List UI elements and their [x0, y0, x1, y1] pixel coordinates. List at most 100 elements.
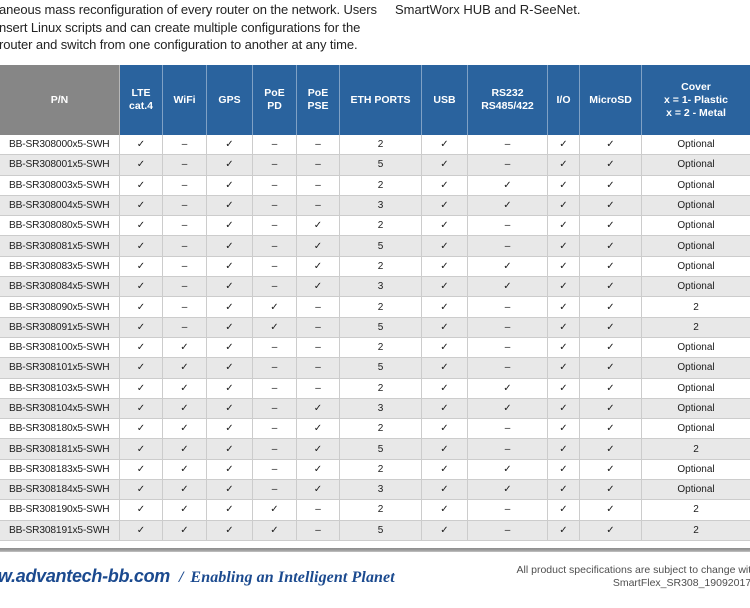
- spec-cell: ✓: [580, 297, 642, 317]
- spec-cell: –: [163, 236, 207, 256]
- spec-cell: –: [468, 216, 548, 236]
- table-row: BB-SR308004x5-SWH ✓ – ✓ – –3 ✓ ✓ ✓ ✓ Optional: [0, 195, 750, 217]
- spec-cell: ✓: [580, 277, 642, 297]
- spec-cell: –: [253, 398, 297, 419]
- spec-cell: ✓: [548, 195, 580, 216]
- spec-cell: ✓: [163, 398, 207, 419]
- part-number-cell: BB-SR308191x5-SWH: [0, 520, 120, 540]
- spec-cell: Optional: [677, 281, 715, 293]
- spec-cell: ✓: [580, 520, 642, 540]
- spec-cell: ✓: [422, 216, 468, 236]
- table-row: BB-SR308101x5-SWH ✓ ✓ ✓ – –5 ✓ – ✓ ✓ Optional: [0, 358, 750, 379]
- spec-cell: ✓: [422, 439, 468, 459]
- spec-cell: Optional: [677, 159, 715, 171]
- spec-cell: –: [253, 480, 297, 500]
- part-number-cell: BB-SR308091x5-SWH: [0, 317, 120, 337]
- spec-cell: ✓: [163, 480, 207, 500]
- spec-cell: ✓: [422, 459, 468, 480]
- spec-cell: ✓: [297, 277, 340, 297]
- table-row: BB-SR308083x5-SWH ✓ – ✓ – ✓ 2 ✓ ✓ ✓ ✓ Optional: [0, 256, 750, 278]
- spec-cell: ✓: [120, 256, 163, 277]
- spec-cell: 2: [693, 443, 699, 455]
- spec-cell: Optional: [677, 179, 715, 191]
- part-number-cell: BB-SR308183x5-SWH: [0, 459, 120, 480]
- spec-cell: ✓: [120, 500, 163, 520]
- spec-cell: ✓: [120, 236, 163, 256]
- spec-cell: ✓: [422, 155, 468, 175]
- spec-cell: Optional: [677, 200, 715, 212]
- spec-cell: ✓: [163, 500, 207, 520]
- spec-cell: ✓: [120, 155, 163, 175]
- spec-cell: ✓: [422, 175, 468, 195]
- table-row: BB-SR308184x5-SWH ✓ ✓ ✓ – ✓ 3 ✓ ✓ ✓ ✓ Optional: [0, 480, 750, 501]
- spec-cell: ✓: [297, 398, 340, 419]
- footer-note: All product specifications are subject t…: [517, 564, 750, 589]
- table-row: BB-SR308000x5-SWH ✓ – ✓ – –2 ✓ – ✓ ✓ Optional: [0, 135, 750, 156]
- spec-cell: ✓: [120, 337, 163, 358]
- part-number-cell: BB-SR308083x5-SWH: [0, 256, 120, 277]
- column-header-1: LTE cat.4: [120, 65, 163, 135]
- spec-cell: 2: [693, 504, 699, 516]
- spec-cell: ✓: [548, 520, 580, 540]
- spec-cell: ✓: [548, 358, 580, 378]
- spec-cell: –: [253, 155, 297, 175]
- spec-cell: ✓: [580, 378, 642, 398]
- column-header-3: GPS: [207, 65, 253, 135]
- website-link[interactable]: w.advantech-bb.com: [0, 566, 170, 586]
- spec-cell: ✓: [422, 378, 468, 398]
- part-number-cell: BB-SR308004x5-SWH: [0, 195, 120, 216]
- part-number-cell: BB-SR308180x5-SWH: [0, 419, 120, 439]
- spec-cell: ✓: [297, 236, 340, 256]
- spec-cell: –: [297, 520, 340, 540]
- spec-cell: ✓: [207, 459, 253, 480]
- column-header-0: P/N: [0, 65, 120, 135]
- footer-divider-bar: [0, 548, 750, 552]
- spec-cell: 5: [340, 358, 422, 378]
- spec-cell: ✓: [163, 520, 207, 540]
- spec-cell: Optional: [677, 463, 715, 475]
- spec-cell: 2: [340, 297, 422, 317]
- spec-cell: –: [253, 419, 297, 439]
- spec-cell: ✓: [120, 135, 163, 155]
- spec-cell: Optional: [677, 220, 715, 232]
- part-number-cell: BB-SR308184x5-SWH: [0, 480, 120, 500]
- spec-cell: 2: [693, 301, 699, 313]
- spec-cell: –: [468, 500, 548, 520]
- spec-cell: –: [468, 317, 548, 337]
- spec-cell: 2: [693, 321, 699, 333]
- spec-cell: ✓: [120, 175, 163, 195]
- spec-cell: ✓: [163, 459, 207, 480]
- spec-cell: –: [253, 236, 297, 256]
- spec-cell: –: [163, 256, 207, 277]
- spec-cell: –: [297, 195, 340, 216]
- spec-cell: ✓: [253, 520, 297, 540]
- spec-cell: –: [163, 135, 207, 155]
- spec-cell: ✓: [207, 419, 253, 439]
- spec-cell: –: [253, 135, 297, 155]
- spec-cell: ✓: [580, 398, 642, 419]
- intro-line: aneous mass reconfiguration of every rou…: [0, 2, 377, 17]
- spec-cell: 2: [340, 419, 422, 439]
- spec-cell: ✓: [207, 378, 253, 398]
- spec-cell: ✓: [468, 480, 548, 500]
- spec-cell: 3: [340, 277, 422, 297]
- spec-cell: 3: [340, 398, 422, 419]
- footer-note-line-2: SmartFlex_SR308_19092017d: [612, 576, 750, 589]
- spec-cell: ✓: [580, 358, 642, 378]
- spec-cell: –: [163, 277, 207, 297]
- spec-cell: ✓: [207, 236, 253, 256]
- spec-cell: ✓: [548, 135, 580, 155]
- spec-cell: ✓: [422, 256, 468, 277]
- spec-cell: ✓: [580, 500, 642, 520]
- part-number-cell: BB-SR308101x5-SWH: [0, 358, 120, 378]
- spec-cell: ✓: [207, 277, 253, 297]
- spec-cell: 2: [340, 175, 422, 195]
- part-number-cell: BB-SR308181x5-SWH: [0, 439, 120, 459]
- part-number-cell: BB-SR308003x5-SWH: [0, 175, 120, 195]
- spec-cell: –: [163, 216, 207, 236]
- spec-cell: –: [468, 439, 548, 459]
- spec-cell: –: [468, 236, 548, 256]
- spec-cell: ✓: [548, 317, 580, 337]
- spec-cell: ✓: [120, 216, 163, 236]
- spec-cell: ✓: [253, 500, 297, 520]
